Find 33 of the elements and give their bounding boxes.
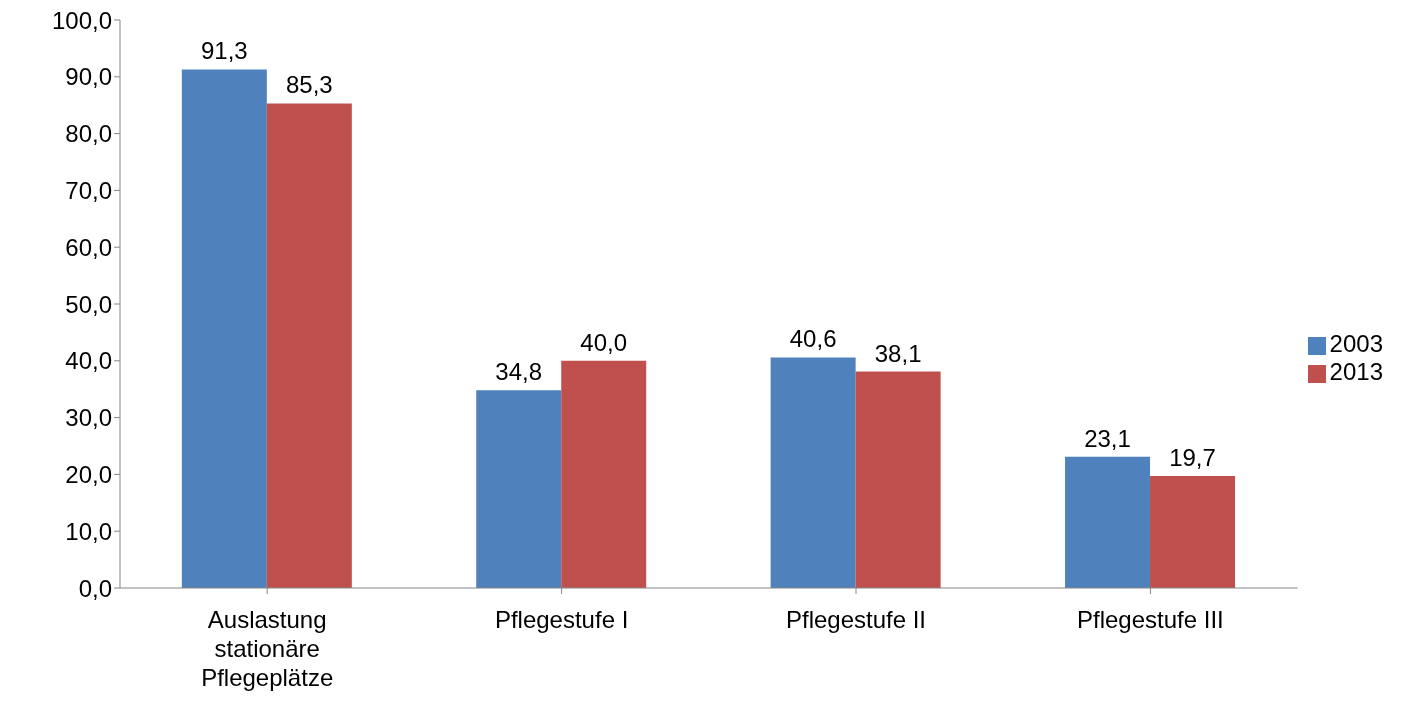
bar xyxy=(476,390,562,588)
data-label: 40,0 xyxy=(580,328,628,356)
y-tick-label: 0,0 xyxy=(78,574,112,602)
x-tick-label: Pflegestufe II xyxy=(785,606,927,633)
legend-label: 2013 xyxy=(1329,358,1383,385)
y-tick-label: 10,0 xyxy=(65,517,112,545)
bar xyxy=(266,103,352,588)
bar xyxy=(561,360,647,588)
bar xyxy=(181,69,267,588)
y-tick-label: 60,0 xyxy=(65,233,112,261)
legend-label: 2003 xyxy=(1329,330,1383,357)
data-label: 40,6 xyxy=(789,325,837,353)
y-tick-label: 40,0 xyxy=(65,347,112,375)
data-label: 34,8 xyxy=(495,358,543,386)
y-tick-label: 90,0 xyxy=(65,63,112,91)
x-tick-label: Pflegestufe I xyxy=(494,606,629,633)
x-tick-label: Pflegestufe III xyxy=(1077,606,1224,633)
data-label: 38,1 xyxy=(874,339,922,367)
data-label: 19,7 xyxy=(1169,444,1216,472)
data-label: 23,1 xyxy=(1084,424,1131,452)
bar xyxy=(1150,476,1236,588)
bar xyxy=(855,371,941,588)
bar xyxy=(1065,456,1151,588)
y-tick-label: 80,0 xyxy=(65,120,112,148)
bar xyxy=(770,357,856,588)
y-tick-label: 100,0 xyxy=(51,6,112,34)
y-tick-label: 50,0 xyxy=(65,290,112,318)
y-tick-label: 70,0 xyxy=(65,176,112,204)
y-tick-label: 30,0 xyxy=(65,404,112,432)
y-tick-label: 20,0 xyxy=(65,460,112,488)
x-tick-label: Auslastung stationäre Pflegeplätze xyxy=(201,606,334,691)
data-label: 91,3 xyxy=(200,37,248,65)
data-label: 85,3 xyxy=(285,71,333,99)
